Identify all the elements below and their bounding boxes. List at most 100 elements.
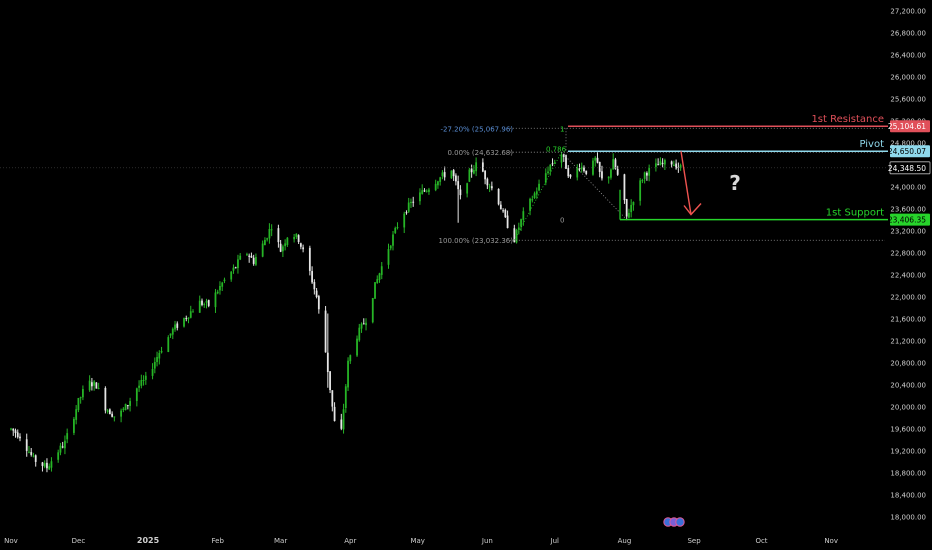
candle-body [201, 300, 203, 305]
y-tick-label: 25,600.00 [890, 96, 926, 104]
candle-body [675, 163, 678, 169]
candle-body [277, 228, 280, 243]
y-tick-label: 22,800.00 [890, 250, 926, 258]
candle-body [169, 333, 172, 336]
pivot-price-tag [890, 145, 930, 158]
fib-label-one: 1 [560, 125, 564, 133]
candle-body [441, 172, 444, 177]
candle-body [66, 433, 69, 440]
x-tick-label: Apr [344, 537, 356, 545]
candle-body [531, 199, 534, 201]
candle-body [75, 409, 78, 420]
candle-body [475, 162, 478, 172]
candle-body [221, 282, 224, 287]
candle-body [567, 167, 570, 177]
x-tick-label: Aug [618, 537, 632, 545]
candle-body [349, 355, 352, 362]
candle-body [596, 157, 599, 163]
current-price-tag-text: 24,348.50 [888, 164, 926, 173]
candle-body [30, 452, 33, 455]
candle-body [246, 254, 248, 256]
candle-body [266, 238, 269, 240]
candle-body [142, 380, 145, 382]
candle-body [419, 192, 421, 202]
candle-body [129, 401, 131, 406]
candle-body [342, 409, 345, 430]
candle-body [189, 311, 192, 318]
candle-body [457, 181, 460, 190]
candle-body [547, 171, 549, 173]
candle-body [153, 362, 156, 369]
candle-body [425, 190, 428, 192]
candle-body [592, 160, 594, 175]
candle-body [174, 324, 176, 330]
candle-body [630, 204, 633, 213]
candle-body [302, 247, 305, 250]
x-tick-label: May [410, 537, 424, 545]
candle-body [562, 153, 565, 157]
candle-body [108, 409, 111, 415]
candle-body [19, 436, 21, 439]
fib-label-ext: -27.20% (25,067.96) [440, 125, 513, 133]
candle-body [64, 440, 66, 449]
resistance-price-tag [890, 120, 930, 133]
candle-body [371, 298, 374, 323]
pivot-price-tag-text: 24,650.07 [888, 147, 926, 156]
x-tick-label: Sep [687, 537, 701, 545]
candle-body [113, 416, 116, 418]
candle-body [50, 461, 53, 468]
y-tick-label: 22,000.00 [890, 294, 926, 302]
candle-body [585, 170, 588, 174]
candle-body [632, 202, 635, 206]
candle-body [356, 338, 358, 356]
candle-body [176, 323, 179, 328]
candle-body [187, 317, 190, 319]
candle-body [313, 282, 316, 290]
candle-body [268, 228, 271, 239]
candle-body [104, 387, 107, 411]
candle-body [32, 455, 35, 457]
candle-body [216, 291, 219, 294]
pivot-label: Pivot [859, 139, 884, 150]
candle-body [203, 303, 206, 305]
candle-body [639, 180, 642, 201]
candle-body [344, 386, 347, 409]
candle-body [144, 375, 147, 380]
candle-body [641, 180, 644, 182]
candle-body [286, 237, 289, 245]
candle-body [90, 382, 93, 387]
candle-body [490, 186, 493, 189]
y-tick-label: 20,400.00 [890, 382, 926, 390]
candle-body [443, 172, 446, 178]
candle-body [48, 466, 51, 470]
candle-body [61, 446, 64, 448]
candle-body [553, 162, 556, 164]
candle-body [95, 382, 98, 389]
candle-body [183, 318, 185, 327]
candle-body [16, 432, 19, 438]
candle-body [506, 215, 509, 229]
x-axis: Nov Dec 2025 Feb Mar Apr May Jun Jul Aug Sep Oct Nov [4, 517, 838, 545]
candle-body [14, 430, 17, 433]
candle-body [158, 353, 161, 359]
candle-body [138, 385, 140, 388]
candle-body [234, 267, 237, 269]
candle-body [237, 259, 239, 269]
x-tick-label: Feb [212, 537, 225, 545]
candle-body [625, 199, 628, 217]
candle-body [59, 445, 62, 453]
candle-body [614, 159, 617, 169]
candle-body [663, 160, 666, 165]
candles-layer [10, 151, 682, 473]
candle-body [610, 169, 612, 178]
y-tick-label: 24,800.00 [890, 140, 926, 148]
candle-body [264, 240, 266, 246]
candle-body [535, 191, 538, 195]
candle-body [255, 256, 257, 265]
candle-body [623, 174, 626, 201]
candle-body [252, 257, 255, 264]
candle-body [387, 249, 390, 265]
candle-body [28, 451, 30, 453]
resistance-label: 1st Resistance [811, 114, 884, 125]
